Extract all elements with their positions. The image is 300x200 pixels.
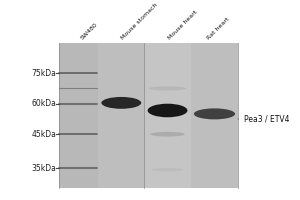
Text: 75kDa: 75kDa [32,69,56,78]
Text: 35kDa: 35kDa [32,164,56,173]
FancyBboxPatch shape [190,43,238,188]
Text: SW480: SW480 [80,22,99,41]
FancyBboxPatch shape [59,43,98,188]
Text: Pea3 / ETV4: Pea3 / ETV4 [238,114,290,123]
Ellipse shape [149,86,186,91]
FancyBboxPatch shape [144,43,190,188]
Ellipse shape [152,168,184,171]
Ellipse shape [101,97,141,109]
FancyBboxPatch shape [59,43,98,188]
Text: Mouse heart: Mouse heart [167,10,198,41]
Text: Rat heart: Rat heart [206,17,230,41]
Ellipse shape [194,108,235,119]
Text: 45kDa: 45kDa [32,130,56,139]
Text: Mouse stomach: Mouse stomach [121,2,159,41]
FancyBboxPatch shape [98,43,144,188]
Text: 60kDa: 60kDa [32,99,56,108]
Ellipse shape [148,104,188,117]
Ellipse shape [150,132,185,137]
